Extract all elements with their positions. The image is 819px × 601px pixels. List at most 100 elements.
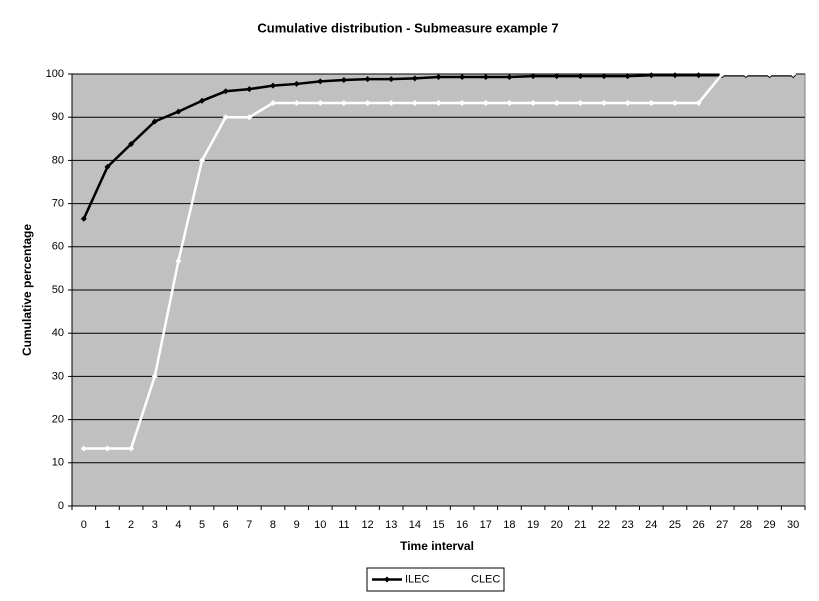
point-marker (246, 86, 253, 93)
x-tick-label: 18 (503, 519, 515, 531)
y-tick-label: 10 (52, 457, 64, 469)
x-tick-label: 2 (128, 519, 134, 531)
point-marker (624, 99, 631, 106)
point-marker (530, 73, 537, 80)
point-marker (175, 108, 182, 115)
point-marker (530, 99, 537, 106)
point-marker (506, 74, 513, 81)
point-marker (175, 258, 182, 265)
point-marker (671, 72, 678, 79)
point-marker (577, 99, 584, 106)
point-marker (151, 373, 158, 380)
point-marker (695, 72, 702, 79)
point-marker (128, 445, 135, 452)
legend (366, 567, 505, 592)
point-marker (246, 114, 253, 121)
point-marker (80, 215, 87, 222)
x-tick-label: 12 (361, 519, 373, 531)
point-marker (199, 97, 206, 104)
point-marker (104, 163, 111, 170)
point-marker (411, 75, 418, 82)
x-tick-label: 8 (270, 519, 276, 531)
point-marker (601, 73, 608, 80)
legend-marker (450, 576, 456, 583)
point-marker (388, 99, 395, 106)
chart-title: Cumulative distribution - Submeasure exa… (257, 20, 558, 35)
point-marker (553, 99, 560, 106)
x-tick-label: 30 (787, 519, 799, 531)
point-marker (128, 140, 135, 147)
x-tick-label: 23 (622, 519, 634, 531)
point-marker (293, 80, 300, 87)
point-marker (293, 99, 300, 106)
x-tick-label: 25 (669, 519, 681, 531)
legend-label: CLEC (471, 573, 500, 585)
x-tick-label: 17 (480, 519, 492, 531)
point-marker (719, 71, 726, 77)
x-tick-label: 3 (152, 519, 158, 531)
x-tick-label: 20 (551, 519, 563, 531)
point-marker (553, 73, 560, 80)
point-marker (648, 72, 655, 79)
x-tick-label: 29 (763, 519, 775, 531)
y-tick-label: 80 (52, 154, 64, 166)
point-marker (601, 99, 608, 106)
x-tick-label: 16 (456, 519, 468, 531)
legend-label: ILEC (405, 573, 430, 585)
x-tick-label: 27 (716, 519, 728, 531)
x-tick-label: 11 (338, 519, 349, 531)
y-tick-label: 70 (52, 198, 64, 210)
point-marker (790, 71, 797, 77)
point-marker (577, 73, 584, 80)
x-tick-label: 14 (409, 519, 421, 531)
point-marker (695, 99, 702, 106)
point-marker (222, 114, 229, 121)
y-axis-title: Cumulative percentage (20, 224, 34, 356)
point-marker (459, 74, 466, 81)
point-marker (435, 99, 442, 106)
point-marker (482, 74, 489, 81)
point-marker (364, 76, 371, 83)
y-tick-label: 0 (58, 500, 64, 512)
y-tick-label: 90 (52, 111, 64, 123)
point-marker (648, 99, 655, 106)
point-marker (317, 99, 324, 106)
point-marker (340, 77, 347, 84)
x-tick-label: 15 (432, 519, 444, 531)
y-tick-label: 60 (52, 241, 64, 253)
point-marker (459, 99, 466, 106)
point-marker (104, 445, 111, 452)
x-tick-label: 13 (385, 519, 397, 531)
x-tick-label: 5 (199, 519, 205, 531)
point-marker (506, 99, 513, 106)
point-marker (411, 99, 418, 106)
x-tick-label: 19 (527, 519, 539, 531)
point-marker (317, 78, 324, 85)
legend-marker (384, 576, 390, 583)
point-marker (435, 74, 442, 81)
point-marker (199, 157, 206, 164)
point-marker (624, 73, 631, 80)
point-marker (482, 99, 489, 106)
point-marker (151, 118, 158, 125)
x-tick-label: 21 (574, 519, 586, 531)
x-tick-label: 26 (692, 519, 704, 531)
x-tick-label: 28 (740, 519, 752, 531)
x-tick-label: 22 (598, 519, 610, 531)
point-marker (269, 99, 276, 106)
point-marker (766, 71, 773, 77)
y-tick-label: 30 (52, 370, 64, 382)
y-tick-label: 100 (46, 68, 64, 80)
y-tick-label: 50 (52, 284, 64, 296)
point-marker (269, 82, 276, 89)
x-axis-title: Time interval (400, 539, 474, 553)
point-marker (222, 88, 229, 95)
point-marker (671, 99, 678, 106)
x-tick-label: 1 (104, 519, 110, 531)
x-tick-label: 6 (223, 519, 229, 531)
point-marker (742, 71, 749, 77)
x-tick-label: 4 (175, 519, 181, 531)
x-tick-label: 9 (294, 519, 300, 531)
